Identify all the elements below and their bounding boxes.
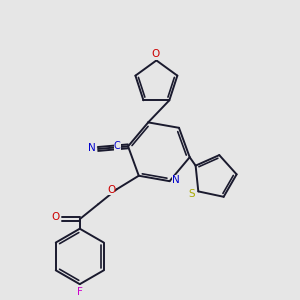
Text: C: C: [114, 141, 121, 151]
Text: O: O: [152, 50, 160, 59]
Text: O: O: [107, 185, 115, 195]
Text: F: F: [77, 287, 83, 297]
Text: N: N: [172, 176, 179, 185]
Text: O: O: [52, 212, 60, 222]
Text: S: S: [189, 189, 195, 199]
Text: N: N: [88, 143, 95, 153]
